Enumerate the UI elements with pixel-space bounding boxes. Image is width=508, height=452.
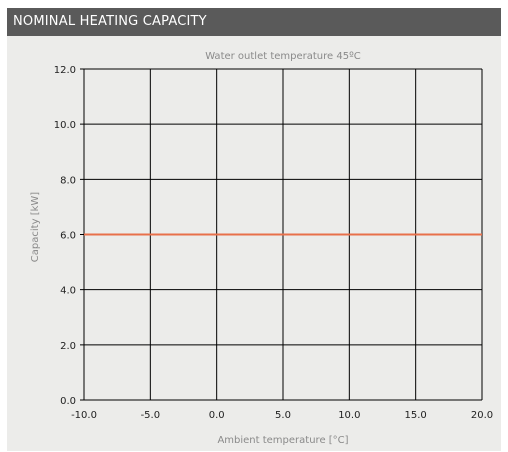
panel-header-title: NOMINAL HEATING CAPACITY xyxy=(7,8,501,36)
y-tick-label: 12.0 xyxy=(54,65,76,76)
y-tick-label: 8.0 xyxy=(60,175,76,186)
x-tick-label: -10.0 xyxy=(71,410,97,421)
chart-title: Water outlet temperature 45ºC xyxy=(205,51,361,62)
y-tick-labels: 0.0 2.0 4.0 6.0 8.0 10.0 12.0 xyxy=(54,65,76,407)
y-axis-title: Capacity [kW] xyxy=(30,192,41,262)
y-tick-label: 2.0 xyxy=(60,341,76,352)
x-tick-label: 0.0 xyxy=(209,410,225,421)
x-tick-label: 10.0 xyxy=(338,410,360,421)
chart-panel: NOMINAL HEATING CAPACITY Water outlet te… xyxy=(7,8,501,451)
x-tick-labels: -10.0 -5.0 0.0 5.0 10.0 15.0 20.0 xyxy=(71,410,493,421)
heating-capacity-chart: Water outlet temperature 45ºC -10.0 -5.0 0… xyxy=(30,51,493,446)
y-tick-label: 4.0 xyxy=(60,286,76,297)
x-tick-label: 5.0 xyxy=(275,410,291,421)
y-tick-label: 10.0 xyxy=(54,120,76,131)
x-tick-label: 15.0 xyxy=(405,410,427,421)
y-tick-label: 0.0 xyxy=(60,396,76,407)
x-tick-label: 20.0 xyxy=(471,410,493,421)
x-axis-title: Ambient temperature [°C] xyxy=(217,435,348,446)
x-tick-label: -5.0 xyxy=(141,410,161,421)
y-tick-label: 6.0 xyxy=(60,231,76,242)
